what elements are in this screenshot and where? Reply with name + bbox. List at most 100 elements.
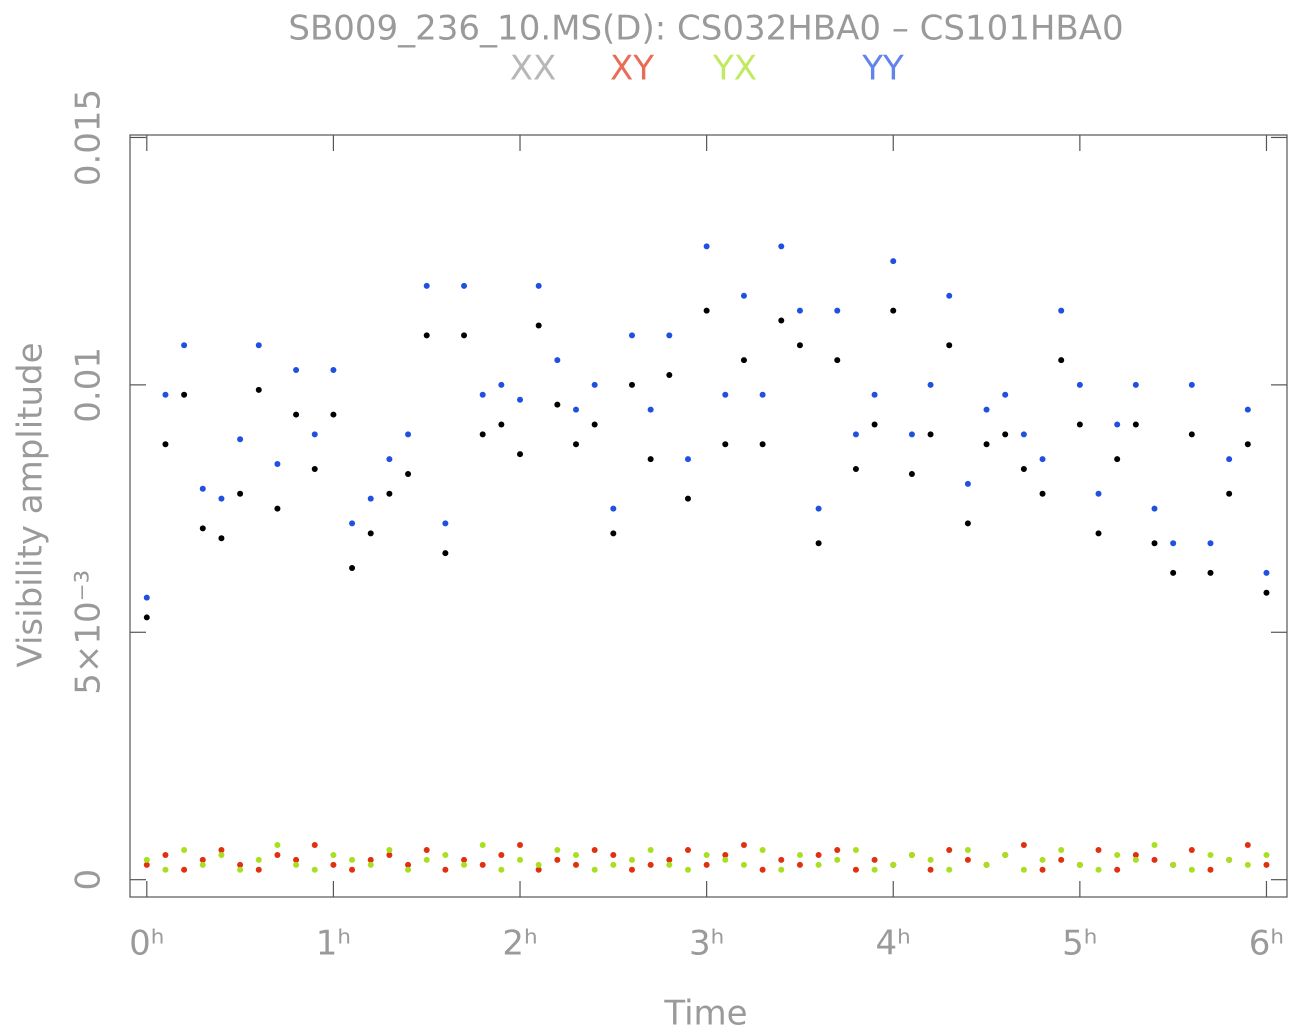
- point: [628, 332, 635, 339]
- point: [796, 342, 803, 349]
- point: [852, 866, 859, 873]
- point: [591, 846, 598, 853]
- point: [218, 851, 225, 858]
- point: [890, 307, 897, 314]
- point: [684, 866, 691, 873]
- point: [143, 594, 150, 601]
- point: [1226, 490, 1233, 497]
- point: [628, 856, 635, 863]
- point: [143, 614, 150, 621]
- y-tick-label: 0.015: [69, 89, 109, 186]
- point: [1020, 465, 1027, 472]
- point: [573, 851, 580, 858]
- point: [610, 851, 617, 858]
- point: [1132, 851, 1139, 858]
- point: [740, 292, 747, 299]
- point: [1151, 540, 1158, 547]
- point: [367, 856, 374, 863]
- legend-entry: XX: [510, 49, 557, 89]
- point: [517, 856, 524, 863]
- point: [349, 856, 356, 863]
- point: [367, 530, 374, 537]
- point: [964, 520, 971, 527]
- point: [628, 866, 635, 873]
- plot-frame: [129, 134, 1288, 898]
- point: [908, 470, 915, 477]
- point: [740, 861, 747, 868]
- point: [908, 851, 915, 858]
- x-tick-label: 2ʰ: [502, 924, 537, 964]
- point: [442, 520, 449, 527]
- point: [405, 866, 412, 873]
- point: [647, 456, 654, 463]
- point: [759, 846, 766, 853]
- point: [983, 441, 990, 448]
- point: [255, 342, 262, 349]
- point: [1132, 856, 1139, 863]
- point: [199, 525, 206, 532]
- point: [181, 391, 188, 398]
- chart-title: SB009_236_10.MS(D): CS032HBA0 – CS101HBA…: [288, 9, 1123, 49]
- point: [143, 861, 150, 868]
- point: [1207, 569, 1214, 576]
- point: [815, 505, 822, 512]
- point: [927, 856, 934, 863]
- point: [890, 258, 897, 265]
- point: [946, 342, 953, 349]
- point: [610, 505, 617, 512]
- point: [1263, 589, 1270, 596]
- point: [815, 861, 822, 868]
- point: [535, 282, 542, 289]
- point: [1058, 846, 1065, 853]
- point: [423, 846, 430, 853]
- point: [255, 856, 262, 863]
- point: [759, 866, 766, 873]
- point: [1170, 861, 1177, 868]
- point: [778, 866, 785, 873]
- point: [946, 846, 953, 853]
- point: [796, 851, 803, 858]
- point: [1151, 842, 1158, 849]
- point: [1039, 856, 1046, 863]
- point: [1002, 431, 1009, 438]
- point: [1207, 851, 1214, 858]
- point: [293, 861, 300, 868]
- point: [199, 485, 206, 492]
- y-axis-label: Visibility amplitude: [11, 342, 51, 667]
- point: [479, 842, 486, 849]
- point: [1263, 861, 1270, 868]
- point: [573, 406, 580, 413]
- point: [517, 396, 524, 403]
- point: [796, 861, 803, 868]
- point: [237, 436, 244, 443]
- point: [181, 866, 188, 873]
- point: [1244, 406, 1251, 413]
- point: [871, 866, 878, 873]
- point: [1170, 569, 1177, 576]
- point: [405, 861, 412, 868]
- point: [535, 322, 542, 329]
- point: [554, 856, 561, 863]
- point: [143, 856, 150, 863]
- point: [1188, 866, 1195, 873]
- point: [554, 846, 561, 853]
- point: [386, 851, 393, 858]
- x-tick-label: 5ʰ: [1062, 924, 1097, 964]
- point: [535, 866, 542, 873]
- point: [255, 386, 262, 393]
- point: [610, 861, 617, 868]
- point: [908, 431, 915, 438]
- point: [199, 861, 206, 868]
- point: [386, 490, 393, 497]
- point: [573, 441, 580, 448]
- point: [311, 465, 318, 472]
- x-tick-label: 3ʰ: [689, 924, 724, 964]
- point: [666, 371, 673, 378]
- point: [535, 861, 542, 868]
- point: [834, 307, 841, 314]
- point: [442, 550, 449, 557]
- point: [423, 332, 430, 339]
- point: [871, 421, 878, 428]
- point: [330, 861, 337, 868]
